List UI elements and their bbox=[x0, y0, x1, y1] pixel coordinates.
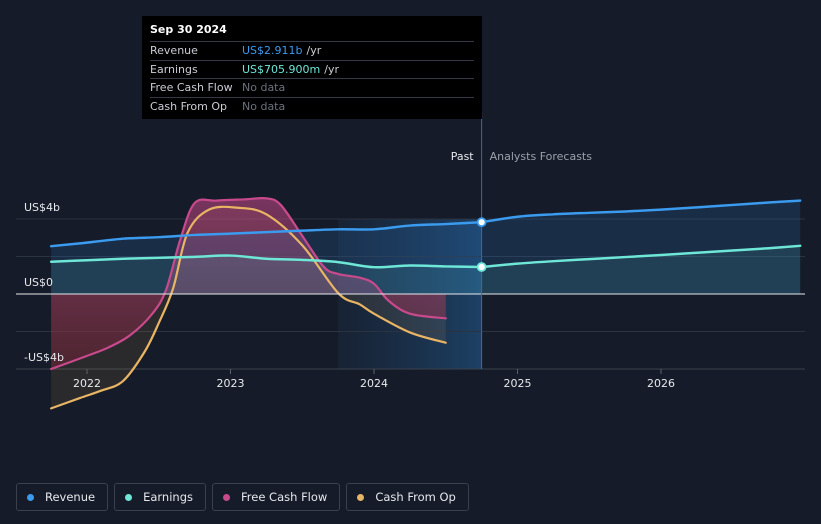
free-cash-flow-dot-icon bbox=[223, 493, 230, 501]
tooltip-value: No data bbox=[242, 99, 286, 113]
tooltip-value: US$2.911b bbox=[242, 44, 303, 58]
analysts-forecasts-label: Analysts Forecasts bbox=[490, 150, 593, 163]
y-tick-label: -US$4b bbox=[24, 351, 64, 364]
legend-label: Cash From Op bbox=[375, 490, 456, 504]
x-tick-label: 2026 bbox=[647, 377, 675, 390]
tooltip-label: Cash From Op bbox=[150, 99, 228, 113]
legend-label: Revenue bbox=[45, 490, 96, 504]
hover-tooltip: Sep 30 2024 Revenue US$2.911b /yr Earnin… bbox=[142, 16, 482, 119]
revenue-dot-icon bbox=[27, 493, 34, 501]
revenue-marker bbox=[476, 217, 487, 228]
tooltip-row-fcf: Free Cash Flow No data bbox=[150, 78, 474, 97]
tooltip-label: Free Cash Flow bbox=[150, 81, 233, 95]
past-label: Past bbox=[451, 150, 475, 163]
earnings-forecast-line bbox=[480, 244, 802, 269]
earnings-dot-icon bbox=[125, 493, 133, 501]
tooltip-label: Earnings bbox=[150, 62, 198, 76]
revenue-line bbox=[49, 220, 483, 248]
chart-legend: Revenue Earnings Free Cash Flow Cash Fro… bbox=[16, 483, 469, 511]
legend-label: Free Cash Flow bbox=[241, 490, 328, 504]
x-tick-label: 2023 bbox=[217, 377, 245, 390]
x-tick-label: 2025 bbox=[504, 377, 532, 390]
legend-item-cash-from-op[interactable]: Cash From Op bbox=[346, 483, 469, 511]
earnings-line bbox=[49, 254, 483, 269]
free-cash-flow-area bbox=[51, 198, 446, 369]
tooltip-row-earnings: Earnings US$705.900m /yr bbox=[150, 59, 474, 79]
y-tick-label: US$4b bbox=[24, 201, 60, 214]
tooltip-value: US$705.900m bbox=[242, 62, 321, 76]
y-tick-label: US$0 bbox=[24, 276, 53, 289]
tooltip-row-cfo: Cash From Op No data bbox=[150, 96, 474, 116]
tooltip-label: Revenue bbox=[150, 44, 198, 58]
tooltip-unit: /yr bbox=[306, 44, 322, 58]
cash-from-op-dot-icon bbox=[357, 493, 365, 501]
legend-item-free-cash-flow[interactable]: Free Cash Flow bbox=[212, 483, 341, 511]
tooltip-unit: /yr bbox=[324, 62, 339, 76]
x-tick-label: 2024 bbox=[360, 377, 388, 390]
cash-from-op-line bbox=[50, 205, 447, 410]
revenue-forecast-line bbox=[480, 199, 802, 224]
legend-label: Earnings bbox=[143, 490, 193, 504]
earnings-marker bbox=[476, 262, 487, 272]
revenue-forecast-area bbox=[481, 200, 801, 294]
legend-item-earnings[interactable]: Earnings bbox=[114, 483, 206, 511]
x-tick-label: 2022 bbox=[73, 377, 101, 390]
tooltip-value: No data bbox=[242, 81, 286, 95]
earnings-forecast-area bbox=[481, 245, 801, 294]
legend-item-revenue[interactable]: Revenue bbox=[16, 483, 109, 511]
free-cash-flow-line bbox=[50, 196, 447, 371]
tooltip-date: Sep 30 2024 bbox=[150, 23, 227, 36]
tooltip-row-revenue: Revenue US$2.911b /yr bbox=[150, 41, 474, 60]
